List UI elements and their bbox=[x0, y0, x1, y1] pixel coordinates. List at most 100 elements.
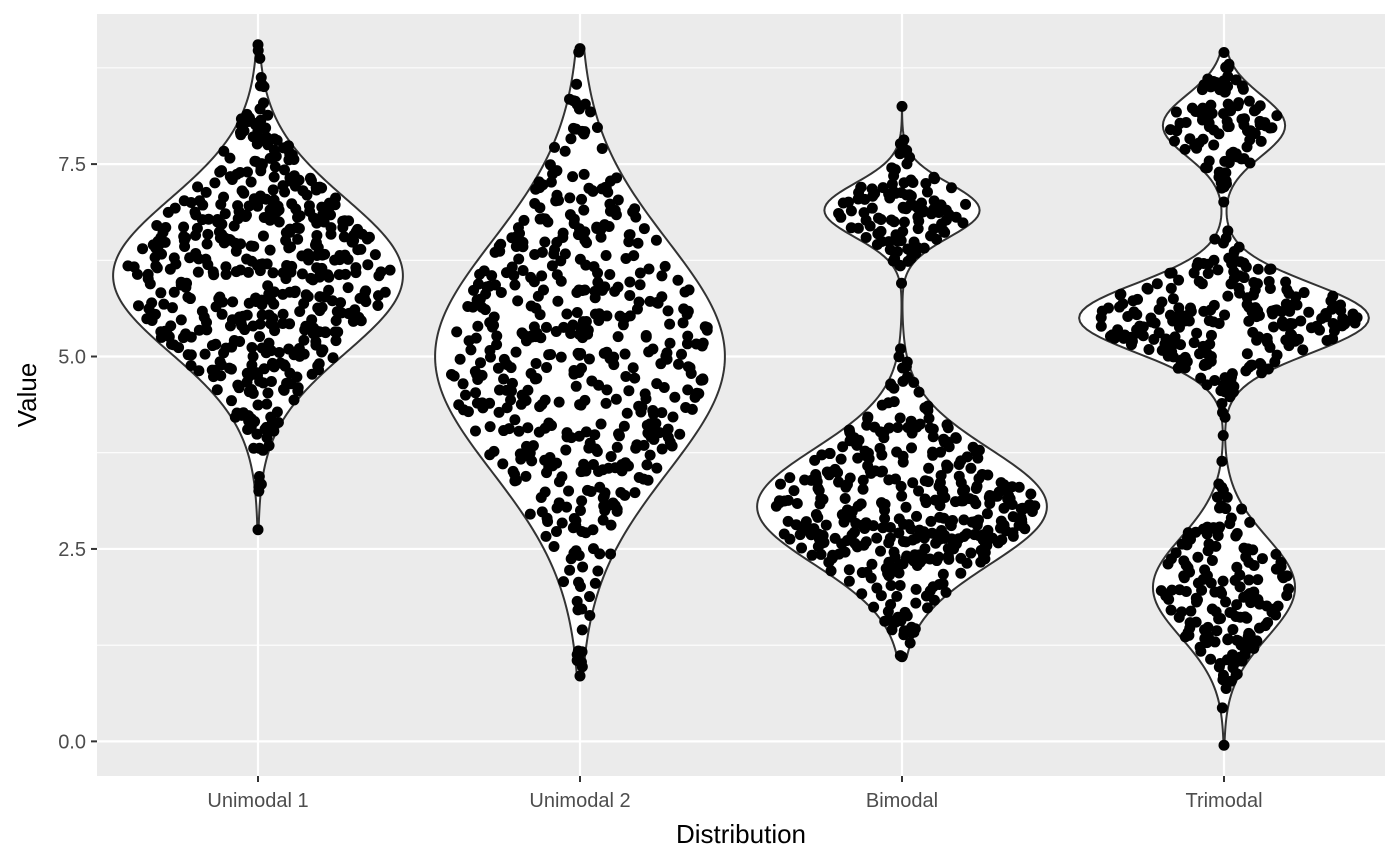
data-point bbox=[1217, 575, 1229, 587]
x-tick-label: Bimodal bbox=[866, 790, 938, 812]
data-point bbox=[957, 495, 969, 507]
data-point bbox=[1252, 263, 1264, 275]
data-point bbox=[576, 661, 588, 673]
data-point bbox=[1179, 351, 1191, 363]
data-point bbox=[269, 161, 281, 173]
data-point bbox=[530, 183, 542, 195]
data-point bbox=[252, 524, 264, 536]
data-point bbox=[812, 540, 824, 552]
data-point bbox=[151, 219, 163, 231]
data-point bbox=[1295, 315, 1307, 327]
data-point bbox=[948, 543, 960, 555]
data-point bbox=[1102, 302, 1114, 314]
data-point bbox=[1179, 631, 1191, 643]
data-point bbox=[682, 384, 694, 396]
data-point bbox=[339, 268, 351, 280]
data-point bbox=[319, 248, 331, 260]
data-point bbox=[1303, 306, 1315, 318]
data-point bbox=[901, 158, 913, 170]
data-point bbox=[1172, 362, 1184, 374]
data-point bbox=[551, 269, 563, 281]
data-point bbox=[1184, 617, 1196, 629]
data-point bbox=[604, 268, 616, 280]
data-point bbox=[1202, 621, 1214, 633]
data-point bbox=[1248, 277, 1260, 289]
data-point bbox=[1174, 584, 1186, 596]
data-point bbox=[1298, 287, 1310, 299]
data-point bbox=[278, 359, 290, 371]
data-point bbox=[855, 181, 867, 193]
data-point bbox=[255, 134, 267, 146]
data-point bbox=[603, 221, 615, 233]
data-point bbox=[1216, 481, 1228, 493]
data-point bbox=[612, 281, 624, 293]
data-point bbox=[472, 320, 484, 332]
data-point bbox=[672, 274, 684, 286]
data-point bbox=[851, 541, 863, 553]
data-point bbox=[866, 202, 878, 214]
data-point bbox=[829, 532, 841, 544]
data-point bbox=[901, 144, 913, 156]
data-point bbox=[509, 475, 521, 487]
data-point bbox=[589, 429, 601, 441]
data-point bbox=[950, 432, 962, 444]
data-point bbox=[1149, 317, 1161, 329]
data-point bbox=[561, 431, 573, 443]
data-point bbox=[560, 444, 572, 456]
data-point bbox=[1240, 551, 1252, 563]
data-point bbox=[361, 233, 373, 245]
data-point bbox=[927, 423, 939, 435]
data-point bbox=[835, 453, 847, 465]
data-point bbox=[1240, 261, 1252, 273]
data-point bbox=[911, 510, 923, 522]
data-point bbox=[323, 284, 335, 296]
data-point bbox=[1227, 624, 1239, 636]
y-tick-label: 2.5 bbox=[58, 539, 86, 561]
data-point bbox=[254, 331, 266, 343]
data-point bbox=[678, 303, 690, 315]
data-point bbox=[860, 231, 872, 243]
data-point bbox=[573, 46, 585, 58]
data-point bbox=[494, 384, 506, 396]
data-point bbox=[1185, 305, 1197, 317]
data-point bbox=[194, 195, 206, 207]
data-point bbox=[520, 394, 532, 406]
x-tick-label: Trimodal bbox=[1185, 790, 1262, 812]
data-point bbox=[224, 320, 236, 332]
data-point bbox=[1171, 125, 1183, 137]
data-point bbox=[488, 319, 500, 331]
data-point bbox=[843, 424, 855, 436]
data-point bbox=[166, 302, 178, 314]
data-point bbox=[250, 156, 262, 168]
data-point bbox=[283, 140, 295, 152]
data-point bbox=[839, 493, 851, 505]
data-point bbox=[921, 186, 933, 198]
data-point bbox=[1252, 574, 1264, 586]
data-point bbox=[1217, 430, 1229, 442]
data-point bbox=[935, 199, 947, 211]
data-point bbox=[235, 119, 247, 131]
data-point bbox=[1202, 267, 1214, 279]
data-point bbox=[837, 197, 849, 209]
data-point bbox=[559, 145, 571, 157]
data-point bbox=[643, 346, 655, 358]
data-point bbox=[918, 526, 930, 538]
data-point bbox=[458, 404, 470, 416]
data-point bbox=[353, 311, 365, 323]
data-point bbox=[484, 421, 496, 433]
data-point bbox=[583, 353, 595, 365]
data-point bbox=[611, 172, 623, 184]
data-point bbox=[782, 494, 794, 506]
data-point bbox=[888, 396, 900, 408]
data-point bbox=[617, 319, 629, 331]
data-point bbox=[1335, 299, 1347, 311]
data-point bbox=[259, 423, 271, 435]
data-point bbox=[1261, 336, 1273, 348]
data-point bbox=[891, 590, 903, 602]
data-point bbox=[969, 516, 981, 528]
data-point bbox=[634, 279, 646, 291]
data-point bbox=[1224, 607, 1236, 619]
data-point bbox=[585, 486, 597, 498]
data-point bbox=[491, 330, 503, 342]
data-point bbox=[893, 567, 905, 579]
